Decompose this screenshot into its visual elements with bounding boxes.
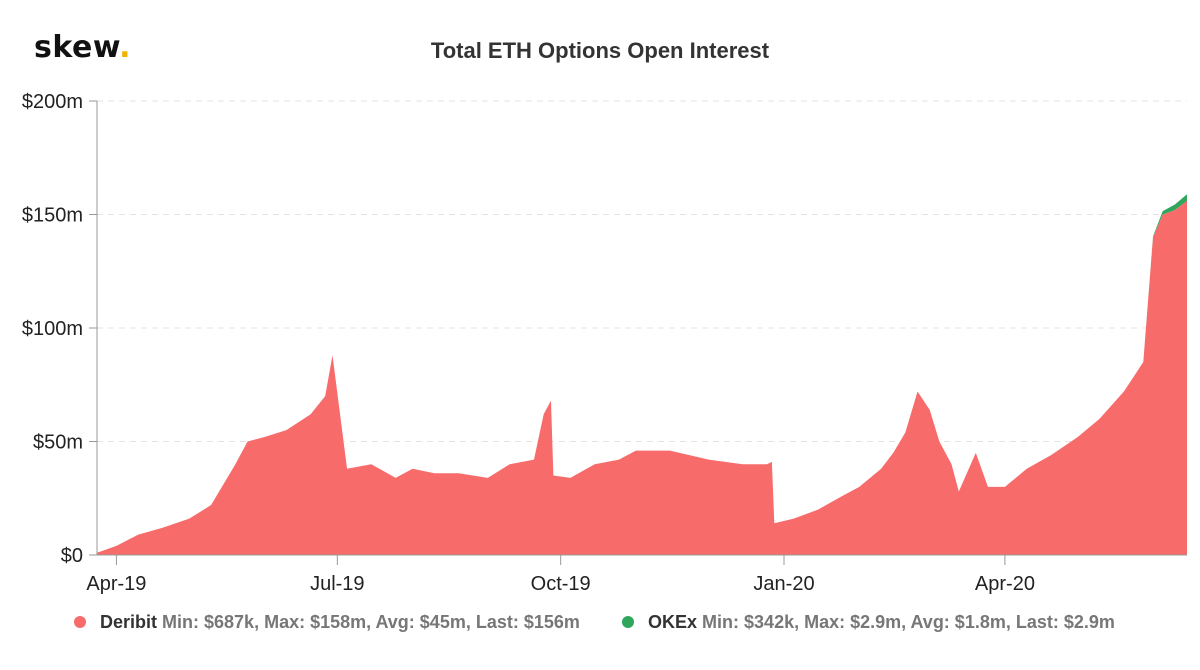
x-tick-label: Jan-20 bbox=[753, 573, 814, 595]
legend-stats-okex: Min: $342k, Max: $2.9m, Avg: $1.8m, Last… bbox=[702, 612, 1115, 632]
x-tick-label: Jul-19 bbox=[310, 573, 364, 595]
y-tick-label: $100m bbox=[22, 318, 83, 340]
skew-logo: skew. bbox=[34, 30, 132, 65]
y-tick-label: $50m bbox=[33, 432, 83, 454]
legend-item-okex[interactable]: OKEx Min: $342k, Max: $2.9m, Avg: $1.8m,… bbox=[622, 612, 1115, 633]
legend-item-deribit[interactable]: Deribit Min: $687k, Max: $158m, Avg: $45… bbox=[74, 612, 580, 633]
chart-title: Total ETH Options Open Interest bbox=[430, 38, 770, 63]
y-tick-label: $0 bbox=[61, 545, 83, 567]
x-tick-label: Oct-19 bbox=[531, 573, 591, 595]
legend-name-okex: OKEx bbox=[648, 612, 698, 632]
legend: Deribit Min: $687k, Max: $158m, Avg: $45… bbox=[74, 612, 1115, 633]
legend-stats-deribit: Min: $687k, Max: $158m, Avg: $45m, Last:… bbox=[162, 612, 580, 632]
area-deribit bbox=[97, 200, 1187, 555]
legend-swatch-deribit bbox=[74, 616, 86, 629]
x-tick-label: Apr-20 bbox=[975, 573, 1035, 595]
y-tick-label: $150m bbox=[22, 205, 83, 227]
legend-swatch-okex bbox=[622, 616, 634, 629]
y-tick-label: $200m bbox=[22, 91, 83, 113]
legend-name-deribit: Deribit bbox=[100, 612, 158, 632]
x-tick-label: Apr-19 bbox=[86, 573, 146, 595]
